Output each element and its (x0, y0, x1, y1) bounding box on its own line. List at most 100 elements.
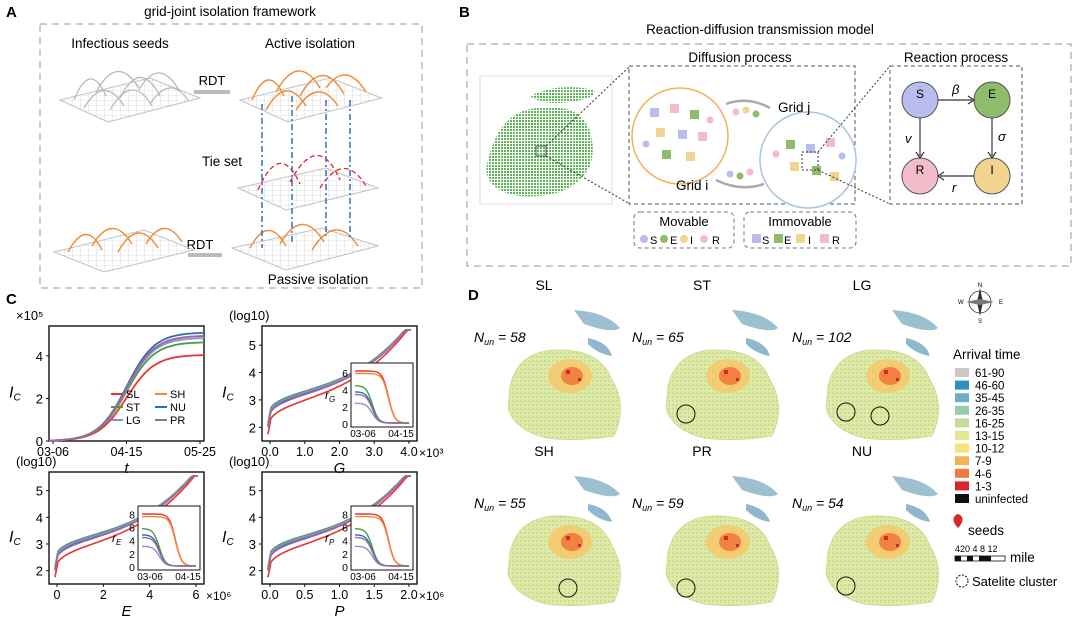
map-core (561, 367, 583, 385)
state-e-label: E (988, 87, 996, 101)
series-line-lg (54, 475, 198, 569)
legend-label: 16-25 (975, 418, 1004, 430)
x-tick-label: 1.0 (296, 445, 313, 459)
map-seed-cell (884, 370, 888, 374)
immovable-box (743, 211, 857, 249)
map-title: LG (853, 277, 872, 293)
y-tick-label: 4 (36, 349, 43, 364)
legend-swatch (955, 380, 969, 390)
legend-label: 61-90 (975, 368, 1004, 380)
chart-scale-label: (log10) (229, 454, 269, 469)
chart-scale-label: ×10⁵ (16, 308, 43, 323)
legend-label: 4-6 (975, 469, 992, 481)
movement-dots (726, 106, 760, 180)
scale-bar (954, 555, 1006, 562)
zoom-square (535, 145, 547, 157)
series-line-lg (267, 475, 411, 569)
grid-j-agents (772, 138, 846, 181)
panel-a-letter: A (6, 4, 17, 21)
satellite-cluster-circle (558, 578, 578, 598)
legend-label: 35-45 (975, 393, 1004, 405)
svg-text:W: W (958, 300, 964, 306)
x-tick-label: 0.0 (261, 445, 278, 459)
diffusion-arrow-top (725, 99, 771, 110)
x-tick-label: 4.0 (400, 445, 417, 459)
label-passive-isolation: Passive isolation (268, 272, 369, 287)
panel-b-letter: B (459, 4, 470, 21)
scale-unit: mile (1010, 550, 1035, 565)
seeds-label: seeds (968, 523, 1004, 538)
zoom-lines-2 (817, 65, 891, 205)
map-core (719, 367, 741, 385)
inset-y-label: rG (325, 388, 335, 404)
map-island-small (746, 338, 770, 356)
y-axis-label: IC (9, 385, 21, 404)
y-tick-label: 3 (36, 537, 43, 552)
legend-label: 7-9 (975, 456, 992, 468)
map-title: NU (852, 443, 872, 459)
inset-y-tick-label: 4 (342, 385, 348, 397)
map-st: ST Nun = 65 (632, 277, 779, 440)
panel-a: A grid-joint isolation framework Infecti… (6, 4, 423, 289)
map-nun-label: Nun = 58 (474, 329, 526, 347)
legend-label: uninfected (975, 494, 1028, 506)
zoom-square-2 (801, 151, 819, 171)
panel-b: B Reaction-diffusion transmission model … (459, 4, 1072, 267)
grid-plane-passive-left (52, 229, 196, 273)
legend-swatch (955, 393, 969, 403)
map-title: PR (692, 443, 711, 459)
series-line-pr (267, 475, 411, 571)
y-tick-label: 5 (249, 484, 256, 499)
active-arcs (251, 70, 367, 111)
map-core (879, 533, 901, 551)
passive-arcs (67, 223, 359, 253)
grid-j-label: Grid j (778, 100, 810, 115)
x-scale-label: ×10³ (419, 446, 443, 460)
arrival-legend: 61-9046-6035-4526-3516-2513-1510-127-94-… (955, 368, 1028, 506)
seed-arcs (73, 71, 189, 111)
map-seed-cell (566, 536, 570, 540)
legend-swatch (955, 468, 969, 478)
inset-x-tick-label: 04-15 (388, 572, 414, 583)
map-seed-cell (884, 536, 888, 540)
legend-swatch (955, 368, 969, 377)
x-tick-label: 2 (100, 588, 107, 602)
svg-text:I: I (690, 235, 693, 247)
inset-y-label: rP (325, 531, 335, 547)
map-island-small (746, 504, 770, 522)
label-rdt-top: RDT (199, 73, 226, 88)
map-island-small (588, 504, 612, 522)
x-axis-label: G (334, 460, 346, 477)
inset-y-tick-label: 0 (342, 562, 348, 574)
state-r-label: R (916, 163, 925, 177)
inset-y-tick-label: 6 (342, 522, 348, 534)
y-tick-label: 4 (249, 510, 256, 525)
x-tick-label: 6 (193, 588, 200, 602)
inset-y-tick-label: 2 (342, 549, 348, 561)
map-nun-label: Nun = 65 (632, 329, 684, 347)
inset-series-pr (141, 536, 196, 567)
y-tick-label: 5 (36, 484, 43, 499)
map-island (732, 310, 778, 331)
inset-x-tick-label: 04-15 (388, 429, 414, 440)
reaction-box (889, 65, 1023, 205)
x-tick-label: 1.5 (366, 588, 383, 602)
movable-label: Movable (659, 214, 708, 229)
y-tick-label: 4 (249, 366, 256, 381)
map-seed-cell (578, 378, 581, 381)
series-line-sl (267, 329, 411, 435)
grid-j-circle (759, 111, 857, 209)
legend-label: 10-12 (975, 444, 1004, 456)
inset-y-tick-label: 2 (129, 549, 135, 561)
inset-y-label: rE (112, 531, 122, 547)
x-tick-label: 3.0 (366, 445, 383, 459)
panel-d-letter: D (468, 287, 479, 304)
inset-y-tick-label: 4 (129, 536, 135, 548)
inset-series-sh (355, 515, 409, 567)
legend-swatch (955, 494, 969, 503)
inset-series-pr (354, 536, 409, 567)
map-title: SL (535, 277, 552, 293)
city-map-green (486, 107, 593, 197)
